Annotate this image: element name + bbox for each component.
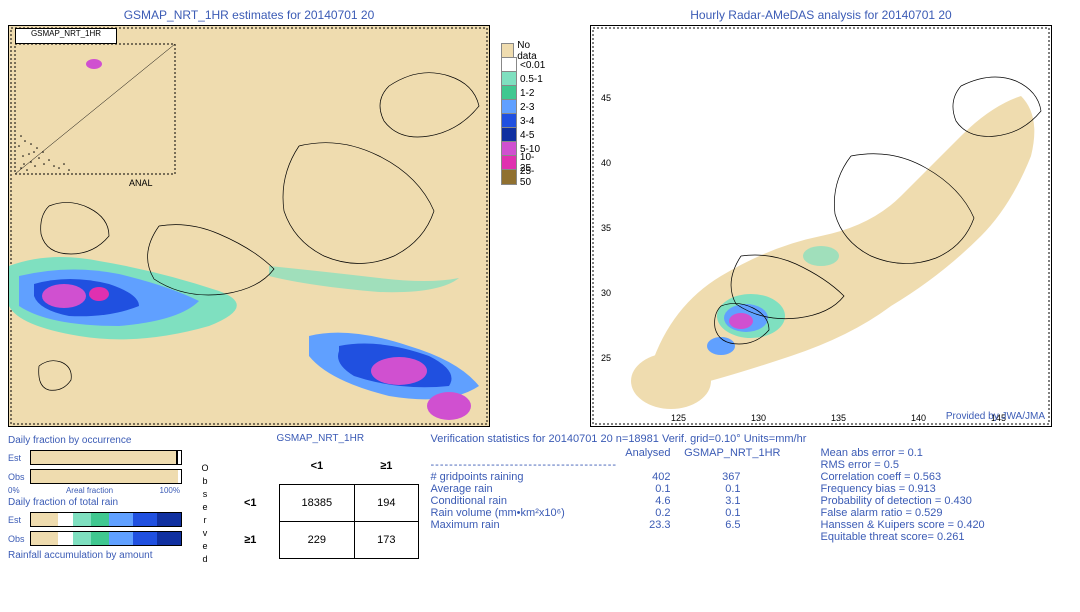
ct-cell: 18385: [279, 485, 355, 522]
stats-row: Conditional rain4.63.1: [431, 495, 781, 507]
legend-item: 1-2: [501, 86, 545, 100]
stats-row: Rain volume (mm•km²x10⁶)0.20.1: [431, 507, 781, 519]
top-row: GSMAP_NRT_1HR estimates for 20140701 20: [8, 8, 1072, 427]
tot-est-bar: [30, 512, 182, 527]
svg-text:45: 45: [601, 93, 611, 103]
stats-h-est: GSMAP_NRT_1HR: [671, 447, 781, 459]
contingency-table: <1≥1 <1 18385 194 ≥1 229 173: [222, 448, 419, 559]
ct-cell: 173: [355, 522, 418, 559]
legend-item: 2-3: [501, 100, 545, 114]
axis-0: 0%: [8, 486, 20, 495]
right-map-svg: 253035 4045 125130135 140145: [591, 26, 1051, 426]
tot-obs-bar: [30, 531, 182, 546]
svg-text:125: 125: [671, 413, 686, 423]
svg-text:130: 130: [751, 413, 766, 423]
svg-text:30: 30: [601, 288, 611, 298]
legend-item: 3-4: [501, 114, 545, 128]
stats-h-analysed: Analysed: [601, 447, 671, 459]
fraction-block: Daily fraction by occurrence Est Obs 0% …: [8, 433, 188, 567]
color-legend: No data<0.010.5-11-22-33-44-55-1010-2525…: [501, 44, 545, 184]
occ-obs-bar: [30, 469, 182, 484]
ct-cell: 229: [279, 522, 355, 559]
provided-label: Provided by JWA/JMA: [946, 411, 1045, 422]
stats-metric: False alarm ratio = 0.529: [821, 507, 985, 519]
stats-row: # gridpoints raining402367: [431, 471, 781, 483]
est-label: Est: [8, 453, 30, 463]
legend-item: <0.01: [501, 58, 545, 72]
observed-vertical: Observed: [200, 463, 210, 567]
left-map-panel: GSMAP_NRT_1HR ANAL No data<0.010.5-11-22…: [8, 25, 490, 427]
stats-metric: Probability of detection = 0.430: [821, 495, 985, 507]
right-map-panel: 253035 4045 125130135 140145 Provided by…: [590, 25, 1052, 427]
ct-cell: 194: [355, 485, 418, 522]
left-map-svg: [9, 26, 489, 426]
acc-title: Rainfall accumulation by amount: [8, 550, 188, 561]
stats-dashes: ----------------------------------------: [431, 459, 781, 471]
stats-block: Verification statistics for 20140701 20 …: [431, 433, 985, 567]
stats-row: Average rain0.10.1: [431, 483, 781, 495]
right-map-wrap: Hourly Radar-AMeDAS analysis for 2014070…: [590, 8, 1052, 427]
right-map-title: Hourly Radar-AMeDAS analysis for 2014070…: [590, 8, 1052, 22]
ct-title: GSMAP_NRT_1HR: [222, 433, 419, 444]
obs-label: Obs: [8, 472, 30, 482]
bottom-row: Daily fraction by occurrence Est Obs 0% …: [8, 433, 1072, 567]
svg-text:40: 40: [601, 158, 611, 168]
svg-text:25: 25: [601, 353, 611, 363]
stats-metric: Correlation coeff = 0.563: [821, 471, 985, 483]
inset-label: GSMAP_NRT_1HR: [31, 29, 101, 38]
occ-est-bar: [30, 450, 182, 465]
stats-metric: Frequency bias = 0.913: [821, 483, 985, 495]
tot-title: Daily fraction of total rain: [8, 497, 188, 508]
stats-row: Maximum rain23.36.5: [431, 519, 781, 531]
legend-item: 4-5: [501, 128, 545, 142]
stats-metric: RMS error = 0.5: [821, 459, 985, 471]
stats-metric: Mean abs error = 0.1: [821, 447, 985, 459]
svg-text:35: 35: [601, 223, 611, 233]
stats-metric: Equitable threat score= 0.261: [821, 531, 985, 543]
stats-metric: Hanssen & Kuipers score = 0.420: [821, 519, 985, 531]
axis-mid: Areal fraction: [66, 486, 113, 495]
occ-title: Daily fraction by occurrence: [8, 435, 188, 446]
legend-item: 0.5-1: [501, 72, 545, 86]
left-map-wrap: GSMAP_NRT_1HR estimates for 20140701 20: [8, 8, 490, 427]
legend-item: 25-50: [501, 170, 545, 184]
svg-text:135: 135: [831, 413, 846, 423]
inset-anal-label: ANAL: [129, 178, 153, 188]
svg-text:140: 140: [911, 413, 926, 423]
stats-title: Verification statistics for 20140701 20 …: [431, 433, 985, 445]
contingency-block: GSMAP_NRT_1HR <1≥1 <1 18385 194 ≥1 229 1…: [222, 433, 419, 567]
axis-100: 100%: [160, 486, 180, 495]
left-map-title: GSMAP_NRT_1HR estimates for 20140701 20: [8, 8, 490, 22]
inset-label-box: GSMAP_NRT_1HR: [15, 28, 117, 44]
stats-right-col: Mean abs error = 0.1RMS error = 0.5Corre…: [821, 447, 985, 543]
legend-item: No data: [501, 44, 545, 58]
